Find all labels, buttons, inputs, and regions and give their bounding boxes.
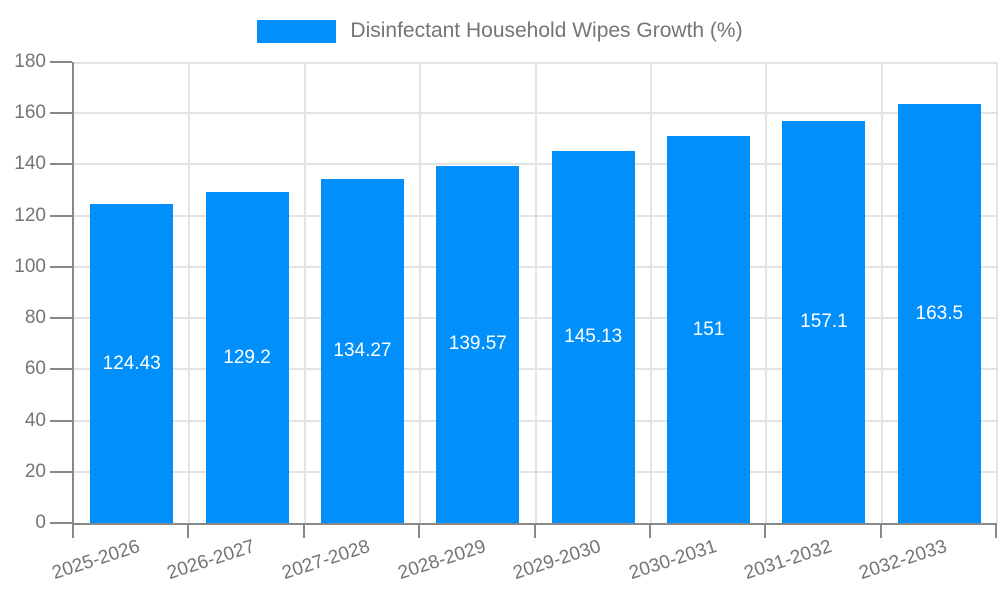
x-axis-tick xyxy=(764,523,767,538)
bar-2032-2033: 163.5 xyxy=(897,104,981,523)
x-axis-tick xyxy=(187,523,190,538)
y-tick-label: 120 xyxy=(14,204,46,226)
y-axis-tick xyxy=(50,61,72,63)
bar-2025-2026: 124.43 xyxy=(90,204,174,523)
x-axis-tick xyxy=(72,523,74,538)
bar-2031-2032: 157.1 xyxy=(782,120,866,523)
y-tick-label: 180 xyxy=(14,51,46,72)
y-tick-label: 20 xyxy=(24,460,46,482)
x-gridline xyxy=(188,62,191,523)
y-axis-tick xyxy=(50,470,72,473)
x-axis-tick xyxy=(302,523,305,538)
bar-value-label: 157.1 xyxy=(800,310,848,332)
x-axis-tick xyxy=(648,523,651,538)
bar-value-label: 134.27 xyxy=(333,340,392,362)
x-axis-tick xyxy=(879,523,882,538)
x-axis-tick xyxy=(533,523,536,538)
y-axis-tick xyxy=(50,265,72,268)
y-tick-label: 40 xyxy=(24,409,46,431)
bar-2028-2029: 139.57 xyxy=(436,165,520,523)
x-gridline xyxy=(765,62,768,523)
x-gridline xyxy=(303,62,306,523)
x-gridline xyxy=(419,62,422,523)
bar-value-label: 124.43 xyxy=(102,352,161,374)
legend-color-swatch xyxy=(257,19,337,43)
x-gridline xyxy=(996,62,998,523)
y-axis-tick xyxy=(50,163,72,166)
x-gridline xyxy=(880,62,883,523)
y-axis-tick xyxy=(50,317,72,320)
y-axis-tick xyxy=(50,419,72,422)
y-tick-label: 80 xyxy=(24,307,46,329)
y-axis-tick xyxy=(50,368,72,371)
y-axis-tick xyxy=(50,214,72,217)
x-gridline xyxy=(534,62,537,523)
y-tick-label: 160 xyxy=(14,102,46,124)
bar-2027-2028: 134.27 xyxy=(320,179,404,523)
bar-2030-2031: 151 xyxy=(667,136,751,523)
x-axis-tick xyxy=(995,523,997,538)
plot-area: 124.43 129.2 134.27 139.57 145.13 151 157.1 163… xyxy=(72,62,998,525)
chart-legend: Disinfectant Household Wipes Growth (%) xyxy=(0,19,1000,43)
bar-value-label: 139.57 xyxy=(448,333,507,355)
bar-value-label: 163.5 xyxy=(915,302,964,324)
y-axis-tick xyxy=(50,522,72,524)
bar-2029-2030: 145.13 xyxy=(551,151,635,523)
bar-value-label: 145.13 xyxy=(564,326,623,348)
x-axis-tick xyxy=(418,523,421,538)
bar-value-label: 151 xyxy=(692,318,725,340)
bar-value-label: 129.2 xyxy=(223,346,271,368)
y-tick-label: 60 xyxy=(24,358,46,380)
y-tick-label: 100 xyxy=(14,255,46,277)
y-axis-tick xyxy=(50,112,72,115)
legend-label: Disinfectant Household Wipes Growth (%) xyxy=(350,19,743,42)
legend-item-growth[interactable]: Disinfectant Household Wipes Growth (%) xyxy=(257,19,743,43)
y-tick-label: 140 xyxy=(14,153,46,175)
bar-2026-2027: 129.2 xyxy=(205,192,289,523)
x-gridline xyxy=(649,62,652,523)
y-tick-label: 0 xyxy=(35,512,46,533)
